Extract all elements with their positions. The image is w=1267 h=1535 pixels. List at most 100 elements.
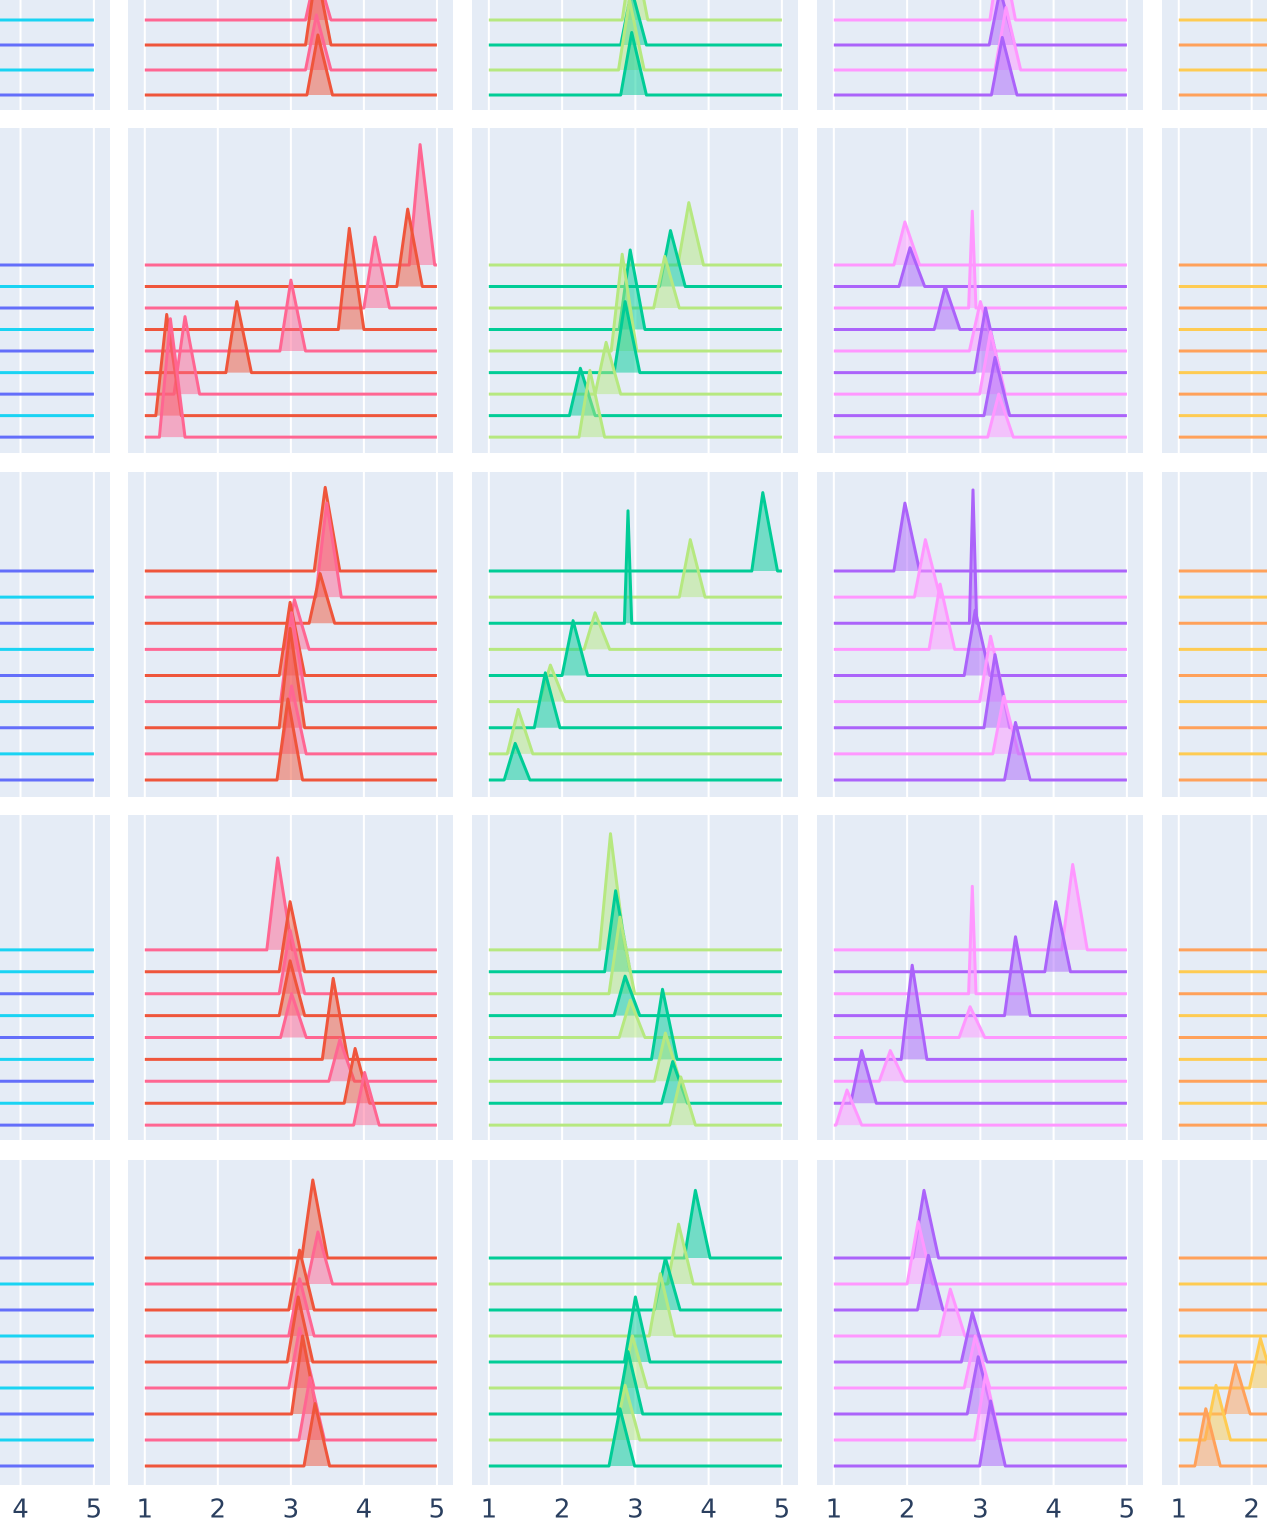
ridge-line [0,726,94,730]
ridge-line [488,663,782,704]
ridge-line [144,300,437,375]
ridge-line [488,1407,782,1468]
ridge-area [833,247,1127,287]
ridge-line [144,611,437,704]
x-tick-label: 2 [1243,1495,1260,1525]
ridge-line [488,509,782,625]
ridge-line [144,1326,437,1390]
ridge-line [144,598,437,651]
panel [143,472,438,797]
ridge-line [144,207,437,288]
ridge-line [833,1088,1127,1127]
ridge-line [144,976,437,1061]
ridge-area [833,301,1127,351]
ridge-line [488,0,782,47]
ridge-line [144,1047,437,1105]
ridge-line [488,1031,782,1083]
ridge-line [144,900,437,974]
panel [832,815,1128,1140]
ridge-line [833,1334,1127,1390]
panel [0,1160,95,1485]
x-tick-label: 1 [1170,1495,1187,1525]
ridge-line [833,1287,1127,1338]
ridge-line [488,915,782,996]
ridge-line [144,1334,437,1416]
ridge-line [0,285,94,288]
ridge-line [488,619,782,677]
panel [1177,1160,1267,1485]
ridge-line [833,6,1127,72]
ridge-line [0,1464,94,1468]
ridge-line [144,0,437,47]
ridge-line [488,0,782,72]
ridge-line [833,1373,1127,1442]
ridge-line [0,414,94,418]
ridge-line [488,229,782,288]
ridge-area [144,1072,437,1126]
ridge-area [488,672,782,728]
ridge-line [144,572,437,625]
ridge-line [0,700,94,704]
panel [832,472,1128,797]
ridge-line [144,697,437,782]
ridge-line [1178,1337,1267,1390]
ridge-line [1178,1383,1267,1442]
ridge-line [144,1277,437,1338]
panel [487,1160,783,1485]
ridge-line [488,1350,782,1416]
ridge-line [0,970,94,974]
ridge-line [833,863,1127,952]
ridge-line [488,300,782,375]
ridge-line [0,1360,94,1364]
ridge-line [833,1188,1127,1260]
ridge-line [833,694,1127,756]
ridge-line [144,33,437,97]
ridge-line [144,856,437,952]
ridge-line [488,1295,782,1364]
ridge-line [833,1311,1127,1364]
ridge-line [0,1036,94,1039]
ridge-area [144,318,437,438]
ridge-line [0,569,94,573]
ridge-line [488,0,782,22]
ridge-line [488,741,782,782]
ridge-line [833,220,1127,267]
ridge-line [0,306,94,310]
ridge-line [0,595,94,599]
ridge-line [0,778,94,782]
ridge-line [488,254,782,310]
ridge-line [833,1253,1127,1312]
ridge-line [0,1057,94,1061]
ridge-line [488,708,782,756]
ridge-line [833,501,1127,573]
ridge-line [0,674,94,677]
x-tick-label: 4 [12,1495,29,1525]
x-tick-label: 2 [210,1495,227,1525]
ridge-area [144,237,437,308]
ridge-line [833,538,1127,599]
ridge-line [144,959,437,1018]
ridge-line [144,1071,437,1127]
ridge-line [144,1178,437,1260]
ridge-line [0,1256,94,1260]
ridge-area [144,280,437,351]
ridge-line [833,653,1127,730]
ridge-line [144,1230,437,1286]
plot-background [0,128,110,453]
panel [143,815,438,1140]
ridge-area [144,699,437,780]
ridge-line [1178,1407,1267,1468]
ridge-area [488,1297,782,1362]
ridge-line [0,1308,94,1312]
ridge-line [833,1220,1127,1286]
x-tick-label: 5 [1119,1495,1136,1525]
ridge-line [144,627,437,730]
ridge-line [144,1038,437,1083]
panel [143,128,438,453]
panel [143,1160,438,1485]
ridge-line [144,13,437,72]
ridge-line [833,963,1127,1061]
ridge-line [833,1355,1127,1416]
ridge-line [0,1438,94,1442]
